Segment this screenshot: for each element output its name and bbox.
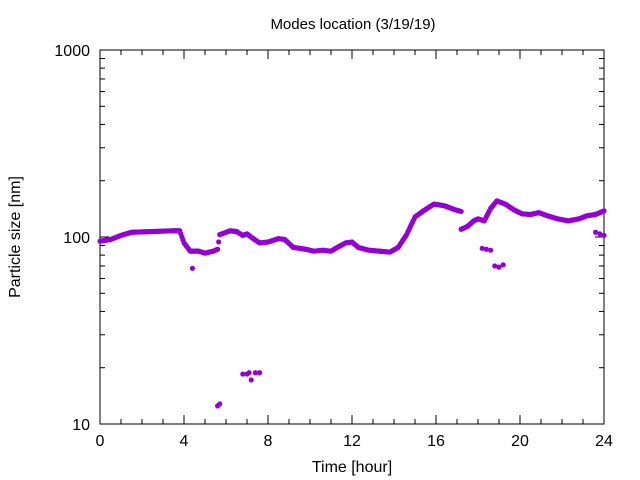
x-tick-label: 8	[264, 433, 273, 450]
data-point	[257, 370, 263, 376]
data-point	[496, 264, 502, 270]
x-tick-label: 20	[511, 433, 529, 450]
data-point	[189, 265, 195, 271]
data-points	[97, 198, 607, 409]
data-point	[252, 370, 258, 376]
x-tick-label: 0	[96, 433, 105, 450]
data-point	[217, 401, 223, 407]
y-tick-label: 100	[63, 230, 90, 247]
data-point	[215, 246, 221, 252]
x-tick-label: 24	[595, 433, 613, 450]
data-point	[601, 232, 607, 238]
data-point	[492, 263, 498, 269]
data-point	[483, 246, 489, 252]
data-point	[216, 239, 222, 245]
x-axis-ticks: 0 4 8 12 16 20 24	[96, 50, 613, 450]
data-point	[601, 208, 607, 214]
data-point	[500, 262, 506, 268]
data-point	[246, 370, 252, 376]
data-point	[593, 229, 599, 235]
y-tick-label: 1000	[54, 43, 90, 60]
y-axis-title: Particle size [nm]	[7, 176, 24, 298]
data-point	[248, 377, 254, 383]
x-tick-label: 16	[427, 433, 445, 450]
x-tick-label: 12	[343, 433, 361, 450]
x-tick-label: 4	[180, 433, 189, 450]
data-point	[240, 371, 246, 377]
y-axis-ticks: 10 100 1000	[54, 43, 604, 434]
data-point	[597, 231, 603, 237]
x-axis-title: Time [hour]	[312, 459, 392, 476]
data-point	[458, 208, 464, 215]
data-point	[488, 247, 494, 253]
data-point	[479, 245, 485, 251]
y-tick-label: 10	[72, 417, 90, 434]
plot-frame	[99, 49, 605, 425]
chart-title: Modes location (3/19/19)	[270, 16, 435, 33]
